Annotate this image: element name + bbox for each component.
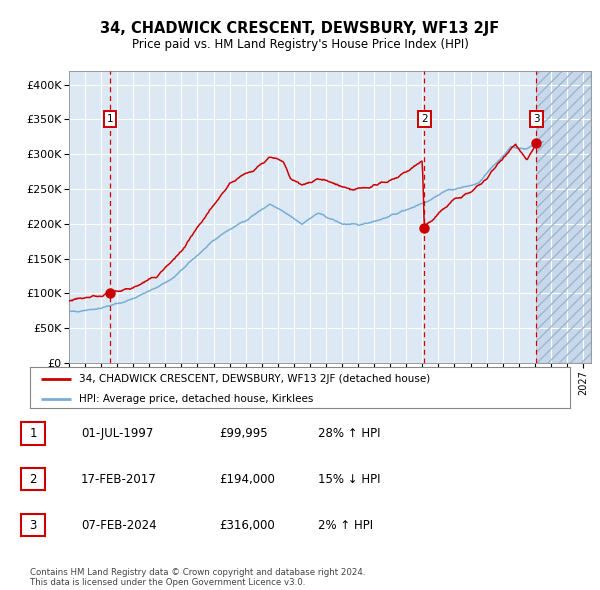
Text: 01-JUL-1997: 01-JUL-1997: [81, 427, 154, 440]
Text: 2% ↑ HPI: 2% ↑ HPI: [318, 519, 373, 532]
Text: 3: 3: [533, 114, 540, 124]
Text: Price paid vs. HM Land Registry's House Price Index (HPI): Price paid vs. HM Land Registry's House …: [131, 38, 469, 51]
Text: £99,995: £99,995: [219, 427, 268, 440]
Text: 2: 2: [421, 114, 428, 124]
Text: 17-FEB-2017: 17-FEB-2017: [81, 473, 157, 486]
Text: £316,000: £316,000: [219, 519, 275, 532]
Bar: [536, 71, 591, 363]
Text: 28% ↑ HPI: 28% ↑ HPI: [318, 427, 380, 440]
Text: 34, CHADWICK CRESCENT, DEWSBURY, WF13 2JF: 34, CHADWICK CRESCENT, DEWSBURY, WF13 2J…: [100, 21, 500, 35]
Text: 2: 2: [29, 473, 37, 486]
Text: 15% ↓ HPI: 15% ↓ HPI: [318, 473, 380, 486]
Bar: [536, 71, 591, 363]
Text: Contains HM Land Registry data © Crown copyright and database right 2024.
This d: Contains HM Land Registry data © Crown c…: [30, 568, 365, 587]
Text: 1: 1: [29, 427, 37, 440]
Text: 1: 1: [106, 114, 113, 124]
Text: £194,000: £194,000: [219, 473, 275, 486]
Text: 34, CHADWICK CRESCENT, DEWSBURY, WF13 2JF (detached house): 34, CHADWICK CRESCENT, DEWSBURY, WF13 2J…: [79, 373, 430, 384]
Text: 3: 3: [29, 519, 37, 532]
Text: 07-FEB-2024: 07-FEB-2024: [81, 519, 157, 532]
Text: HPI: Average price, detached house, Kirklees: HPI: Average price, detached house, Kirk…: [79, 394, 313, 404]
